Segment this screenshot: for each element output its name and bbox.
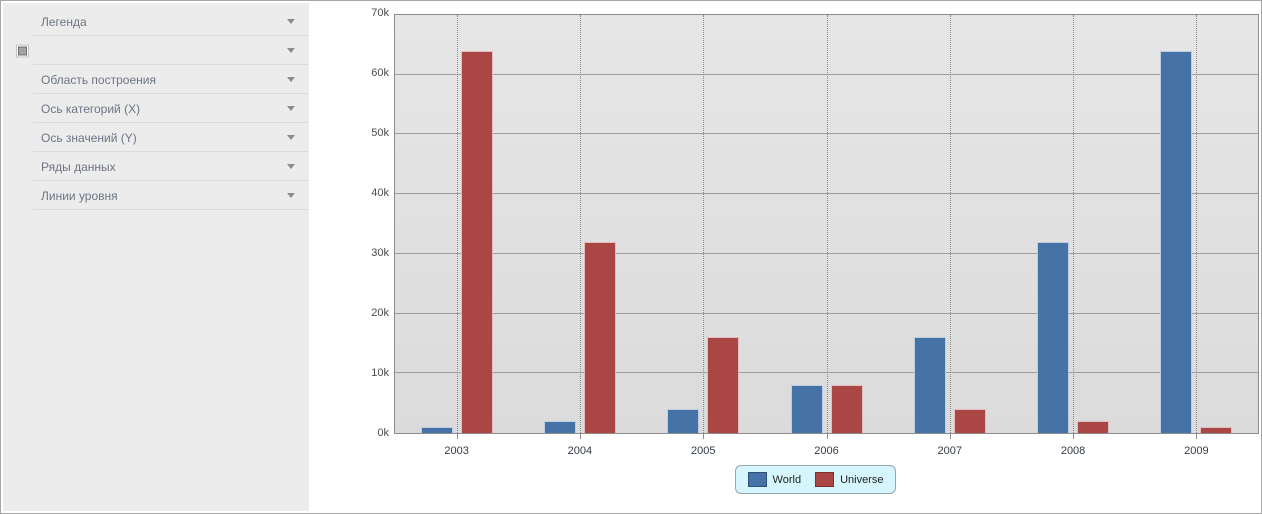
- bar-world-2007[interactable]: [913, 337, 946, 433]
- bar-world-2008[interactable]: [1037, 241, 1070, 433]
- gridline-vertical-dotted: [703, 15, 705, 433]
- sidebar-item-label: Ряды данных: [41, 159, 116, 174]
- legend-box[interactable]: World Universe: [734, 465, 897, 494]
- gridline-vertical-dotted: [1196, 15, 1198, 433]
- gridline-vertical-dotted: [579, 15, 581, 433]
- chevron-down-icon[interactable]: [287, 193, 295, 198]
- x-axis-category-label: 2007: [937, 445, 963, 457]
- y-axis-tick-label: 70k: [371, 7, 389, 19]
- y-axis-tick-label: 0k: [377, 427, 389, 439]
- bar-universe-2008[interactable]: [1077, 421, 1110, 433]
- y-axis-tick-label: 10k: [371, 367, 389, 379]
- sidebar-item-label: Линии уровня: [41, 188, 118, 203]
- sidebar-row-divider: [33, 93, 309, 94]
- sidebar-item-label: Область построения: [41, 72, 156, 87]
- y-axis-tick-label: 30k: [371, 247, 389, 259]
- chevron-down-icon[interactable]: [287, 19, 295, 24]
- gridline-vertical-dotted: [949, 15, 951, 433]
- x-axis-tick: [579, 434, 581, 439]
- chevron-down-icon[interactable]: [287, 48, 295, 53]
- x-axis-category-label: 2008: [1060, 445, 1086, 457]
- x-axis-category-label: 2003: [444, 445, 469, 457]
- y-axis-tick-label: 60k: [371, 67, 389, 79]
- bar-universe-2004[interactable]: [583, 241, 616, 433]
- gridline-vertical-dotted: [826, 15, 828, 433]
- bar-universe-2006[interactable]: [830, 385, 863, 433]
- plot-area[interactable]: [394, 14, 1259, 434]
- legend-item-label: World: [772, 473, 802, 486]
- bar-universe-2007[interactable]: [953, 409, 986, 433]
- bar-universe-2005[interactable]: [707, 337, 740, 433]
- y-axis-tick-label: 50k: [371, 127, 389, 139]
- legend-item-universe[interactable]: Universe: [815, 472, 883, 487]
- bar-world-2003[interactable]: [420, 427, 453, 433]
- sidebar-item-label: Ось категорий (X): [41, 101, 141, 116]
- sidebar-item-label: Ось значений (Y): [41, 130, 137, 145]
- sidebar-row-divider: [33, 64, 309, 65]
- square-marker-icon[interactable]: [16, 44, 29, 57]
- bar-world-2006[interactable]: [790, 385, 823, 433]
- x-axis-category-label: 2009: [1184, 445, 1209, 457]
- sidebar-item-plot-area[interactable]: Область построения: [3, 65, 309, 94]
- sidebar-item-category-axis-x[interactable]: Ось категорий (X): [3, 94, 309, 123]
- bar-world-2009[interactable]: [1160, 50, 1193, 433]
- sidebar-item-legend[interactable]: Легенда: [3, 7, 309, 36]
- chevron-down-icon[interactable]: [287, 135, 295, 140]
- sidebar-item-chart[interactable]: [3, 36, 309, 65]
- sidebar-item-label: Легенда: [41, 14, 87, 29]
- legend-swatch-icon: [815, 472, 835, 487]
- x-axis-tick: [703, 434, 705, 439]
- sidebar-row-divider: [33, 35, 309, 36]
- y-axis-tick-label: 20k: [371, 307, 389, 319]
- x-axis-category-label: 2004: [567, 445, 593, 457]
- sidebar-row-divider: [33, 151, 309, 152]
- chevron-down-icon[interactable]: [287, 106, 295, 111]
- chevron-down-icon[interactable]: [287, 77, 295, 82]
- sidebar-row-divider: [33, 180, 309, 181]
- square-marker-fill: [18, 46, 27, 55]
- sidebar-row-divider: [33, 209, 309, 210]
- sidebar-item-value-axis-y[interactable]: Ось значений (Y): [3, 123, 309, 152]
- bar-universe-2009[interactable]: [1200, 427, 1233, 433]
- x-axis-category-label: 2005: [690, 445, 716, 457]
- x-axis-category-label: 2006: [814, 445, 839, 457]
- sidebar-item-level-lines[interactable]: Линии уровня: [3, 181, 309, 210]
- x-axis-tick: [456, 434, 458, 439]
- x-axis-tick: [949, 434, 951, 439]
- sidebar-row-divider: [33, 122, 309, 123]
- x-axis-tick: [1196, 434, 1198, 439]
- bar-world-2004[interactable]: [543, 421, 576, 433]
- bar-universe-2003[interactable]: [460, 50, 493, 433]
- chart-settings-panel: Легенда Область построения Ось категорий (…: [3, 3, 309, 511]
- legend-item-world[interactable]: World: [747, 472, 802, 487]
- x-axis-tick: [1073, 434, 1075, 439]
- legend-swatch-icon: [747, 472, 767, 487]
- chevron-down-icon[interactable]: [287, 164, 295, 169]
- y-axis-tick-label: 40k: [371, 187, 389, 199]
- legend-container: World Universe: [394, 465, 1259, 494]
- gridline-vertical-dotted: [1073, 15, 1075, 433]
- sidebar-item-data-series[interactable]: Ряды данных: [3, 152, 309, 181]
- x-axis-tick: [826, 434, 828, 439]
- legend-item-label: Universe: [840, 473, 884, 486]
- gridline-vertical-dotted: [456, 15, 458, 433]
- bar-world-2005[interactable]: [667, 409, 700, 433]
